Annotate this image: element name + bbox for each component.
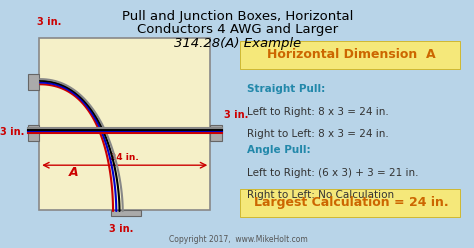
Bar (39, 38, 210, 210)
Text: Conductors 4 AWG and Larger: Conductors 4 AWG and Larger (137, 24, 338, 36)
Text: A: A (69, 166, 78, 179)
Text: Straight Pull:: Straight Pull: (247, 84, 326, 93)
Text: Horizontal Dimension  A: Horizontal Dimension A (267, 48, 436, 61)
Bar (27, 125, 39, 141)
Bar (210, 125, 222, 141)
Text: Left to Right: 8 x 3 = 24 in.: Left to Right: 8 x 3 = 24 in. (247, 107, 389, 117)
Text: Left to Right: (6 x 3) + 3 = 21 in.: Left to Right: (6 x 3) + 3 = 21 in. (247, 168, 419, 178)
Text: 314.28(A) Example: 314.28(A) Example (174, 37, 301, 50)
Text: Right to Left: 8 x 3 = 24 in.: Right to Left: 8 x 3 = 24 in. (247, 129, 389, 139)
FancyBboxPatch shape (240, 41, 460, 69)
Bar (111, 210, 141, 216)
Text: 24 in.: 24 in. (110, 153, 139, 161)
Bar (27, 74, 39, 90)
Text: 3 in.: 3 in. (37, 17, 61, 27)
Text: Copyright 2017,  www.MikeHolt.com: Copyright 2017, www.MikeHolt.com (169, 235, 307, 244)
Text: 3 in.: 3 in. (109, 224, 134, 234)
Text: Angle Pull:: Angle Pull: (247, 145, 311, 155)
Text: Pull and Junction Boxes, Horizontal: Pull and Junction Boxes, Horizontal (122, 10, 354, 23)
Text: Largest Calculation = 24 in.: Largest Calculation = 24 in. (254, 196, 448, 209)
Text: 3 in.: 3 in. (0, 127, 24, 137)
Text: Right to Left: No Calculation: Right to Left: No Calculation (247, 190, 394, 200)
Text: 3 in.: 3 in. (224, 110, 248, 120)
FancyBboxPatch shape (240, 189, 460, 217)
